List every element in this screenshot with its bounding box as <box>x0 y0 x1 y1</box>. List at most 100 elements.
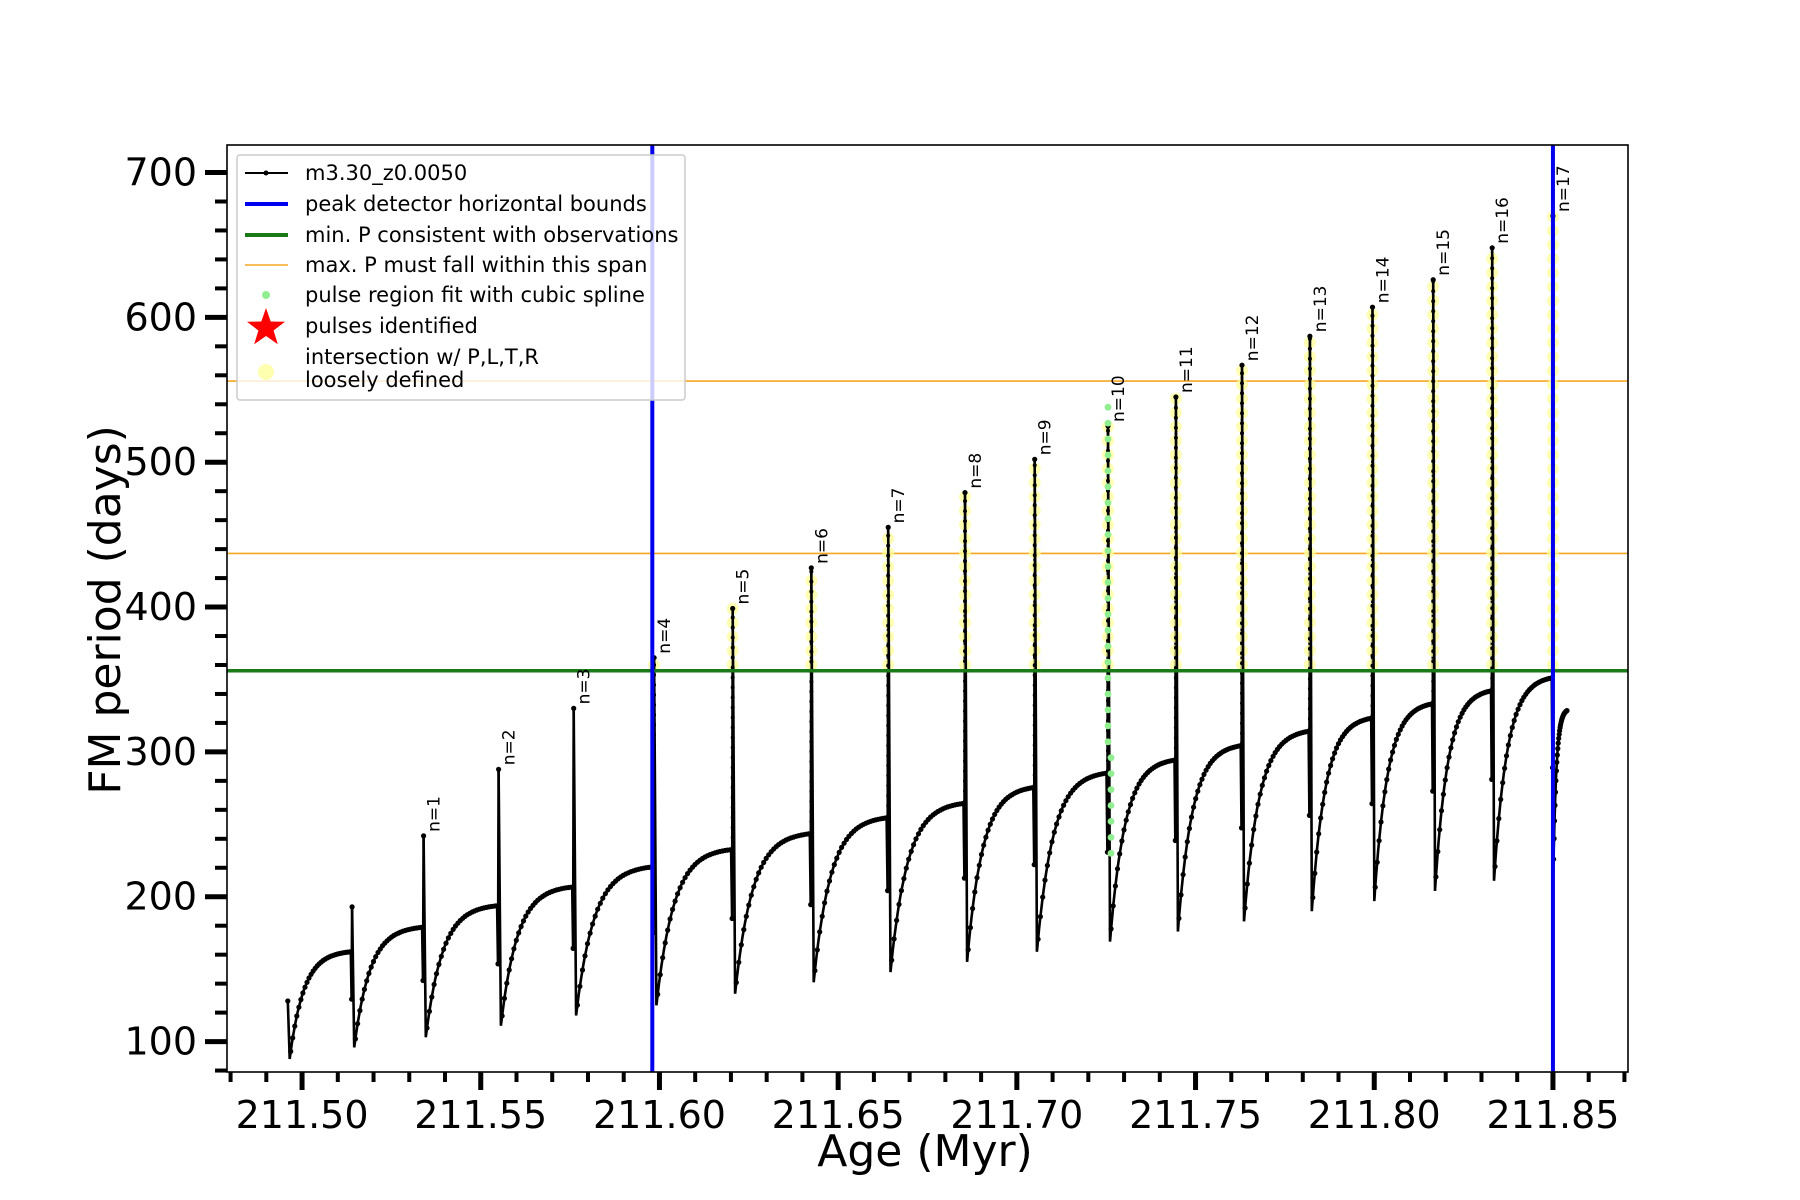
cycle-point <box>300 990 306 996</box>
cycle-point <box>1180 872 1186 878</box>
cycle-point <box>746 902 752 908</box>
cycle-3 <box>496 708 576 1026</box>
cycle-point <box>1448 745 1454 751</box>
pulse-cycles <box>285 210 1570 1060</box>
cycle-point <box>992 811 998 818</box>
cycle-point <box>1511 717 1517 724</box>
cycle-point <box>1251 826 1257 833</box>
cycle-point <box>574 1002 581 1008</box>
cycle-point <box>1390 749 1396 755</box>
spline-point <box>1104 563 1112 570</box>
cycle-point <box>1037 914 1043 920</box>
legend-swatch <box>258 364 274 380</box>
cycle-point <box>1049 839 1055 845</box>
cycle-point <box>1555 740 1561 746</box>
cycle-point <box>1266 762 1272 769</box>
y-tick-label: 700 <box>124 151 197 195</box>
cycle-point <box>368 964 374 970</box>
pulse-label-2: n=2 <box>500 729 520 765</box>
spline-point <box>1107 818 1115 825</box>
cycle-point <box>373 954 379 960</box>
cycle-point <box>1130 795 1136 801</box>
spline-point <box>1104 658 1112 666</box>
cycle-point <box>680 879 686 885</box>
cycle-point <box>509 956 515 962</box>
pulse-label-13: n=13 <box>1311 286 1331 333</box>
cycle-point <box>901 876 907 882</box>
cycle-point <box>1193 796 1199 802</box>
cycle-point <box>438 953 444 959</box>
cycle-point <box>748 892 754 898</box>
cycle-point <box>677 885 683 891</box>
cycle-point <box>655 991 661 998</box>
x-tick-label: 211.50 <box>236 1093 369 1137</box>
spline-point <box>1104 483 1112 491</box>
cycle-point <box>1042 877 1048 883</box>
cycle-point <box>965 947 971 953</box>
y-tick-label: 200 <box>124 875 197 919</box>
cycle-point <box>1268 758 1274 764</box>
cycle-point <box>906 856 912 862</box>
cycle-point <box>1494 838 1500 844</box>
cycle-point <box>1555 746 1561 752</box>
cycle-point <box>1393 736 1399 743</box>
cycle-point <box>736 959 742 965</box>
pulse-labels: n=1 n=2 n=3 n=4 n=5 n=6 n=7 n=8 n=9 n=10 n=11 n=12 n… <box>425 165 1574 832</box>
cycle-point <box>814 947 820 953</box>
legend-label-line2: loosely defined <box>305 368 464 392</box>
spline-point <box>1104 467 1112 475</box>
cycle-point <box>1312 870 1318 876</box>
cycle-8 <box>885 490 972 973</box>
cycle-point <box>896 901 902 908</box>
cycle-point <box>600 895 606 901</box>
spline-point <box>1107 754 1115 762</box>
cycle-point <box>568 884 574 890</box>
legend-label: peak detector horizontal bounds <box>305 192 647 216</box>
cycle-point <box>1316 831 1322 837</box>
pulse-label-16: n=16 <box>1493 197 1513 244</box>
spline-point <box>1104 515 1112 523</box>
cycle-point <box>1117 851 1123 857</box>
cycle-point <box>822 900 828 906</box>
pulse-label-15: n=15 <box>1434 229 1454 276</box>
legend-swatch <box>262 291 270 299</box>
cycle-point <box>1369 304 1376 310</box>
cycle-point <box>357 1008 363 1014</box>
legend-label: intersection w/ P,L,T,R <box>305 345 539 369</box>
cycle-point <box>675 891 681 897</box>
cycle-point <box>1253 813 1259 819</box>
cycle-point <box>441 946 447 952</box>
cycle-point <box>1132 790 1138 796</box>
cycle-point <box>1455 719 1461 725</box>
cycle-point <box>1134 785 1140 791</box>
cycle-point <box>967 925 974 931</box>
cycle-9 <box>962 459 1041 963</box>
cycle-point <box>493 903 499 909</box>
cycle-point <box>915 831 922 837</box>
cycle-point <box>597 900 603 906</box>
cycle-point <box>292 1023 298 1029</box>
cycle-point <box>1188 814 1195 820</box>
legend-label: m3.30_z0.0050 <box>305 161 467 186</box>
cycle-point <box>1186 825 1192 832</box>
cycle-point <box>1440 791 1446 797</box>
cycle-point <box>429 994 435 1000</box>
cycle-point <box>1380 803 1386 809</box>
spline-point <box>1104 674 1112 682</box>
cycle-point <box>983 834 989 840</box>
pulse-label-3: n=3 <box>575 669 595 705</box>
cycle-point <box>1382 789 1388 795</box>
cycle-point <box>987 821 993 827</box>
cycle-point <box>918 826 924 833</box>
cycle-point <box>424 1025 430 1031</box>
cycle-point <box>1035 936 1041 942</box>
cycle-point <box>1554 759 1560 765</box>
cycle-point <box>1332 750 1338 756</box>
spline-point <box>1107 802 1115 809</box>
cycle-point <box>1386 766 1392 772</box>
cycle-point <box>1556 735 1562 742</box>
cycle-point <box>808 565 814 571</box>
cycle-point <box>1553 768 1559 774</box>
cycle-point <box>756 870 762 876</box>
